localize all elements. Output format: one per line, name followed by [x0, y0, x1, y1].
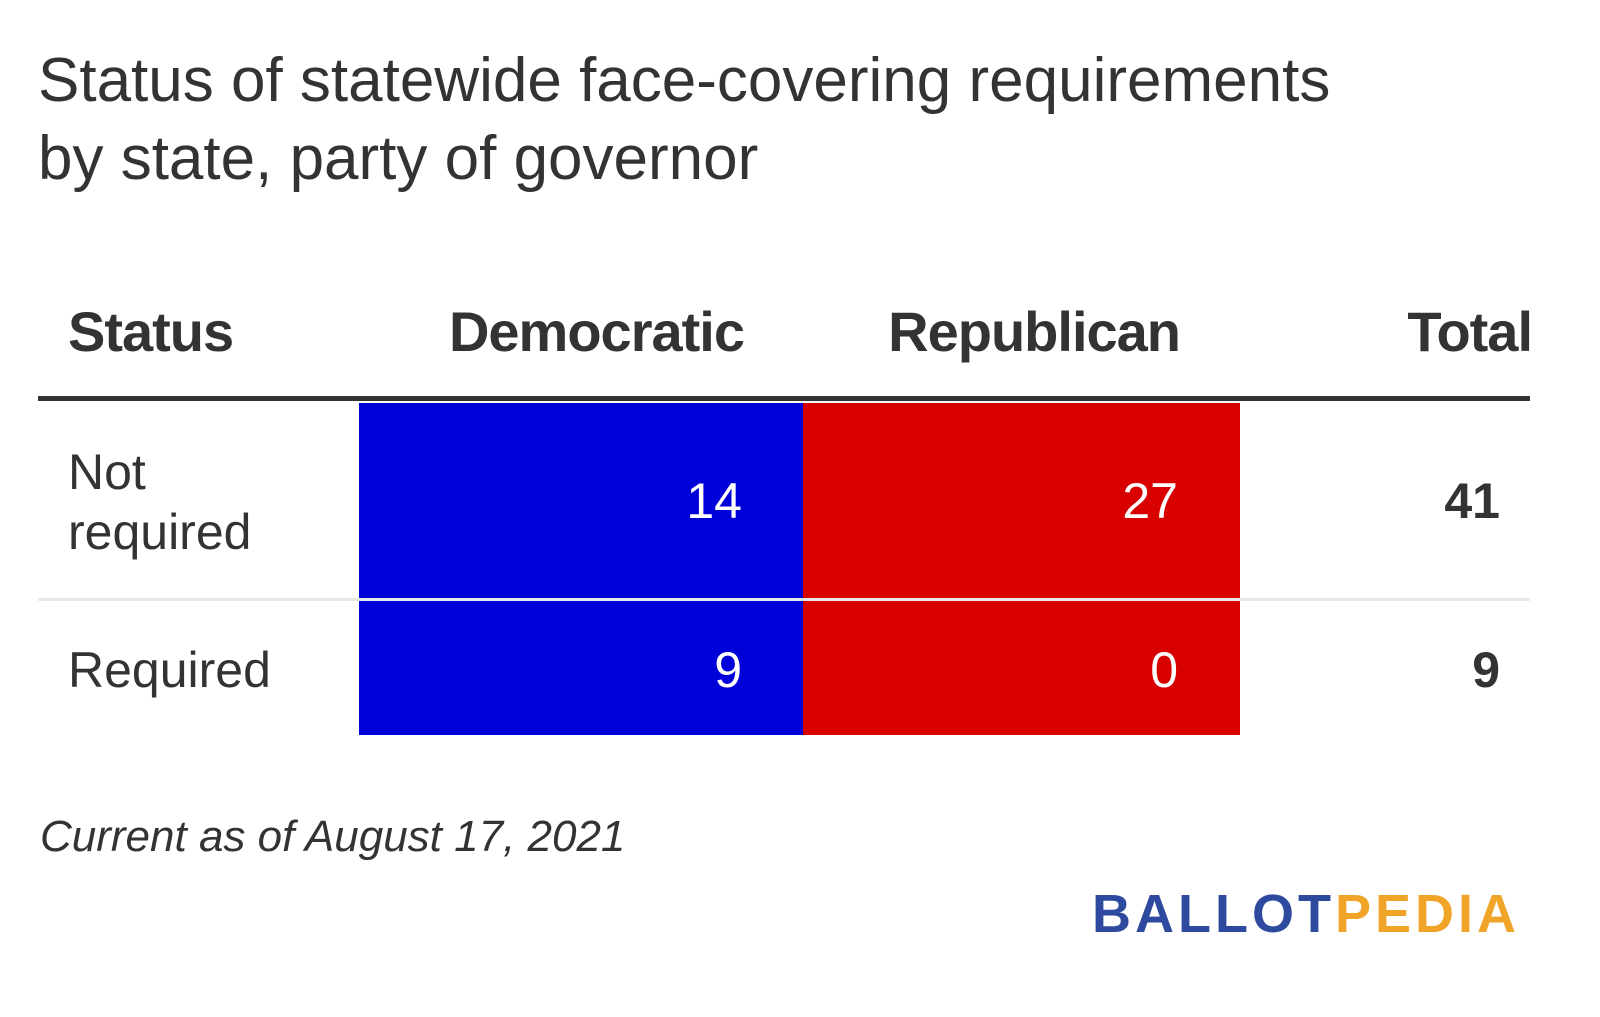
chart-title: Status of statewide face-covering requir…	[38, 42, 1538, 198]
cell-required-republican: 0	[1150, 642, 1178, 698]
ballotpedia-logo: BALLOTPEDIA	[1092, 882, 1520, 946]
cell-not-required-republican: 27	[1122, 473, 1178, 529]
chart-title-line-2: by state, party of governor	[38, 124, 759, 193]
cell-not-required-democratic: 14	[686, 473, 742, 529]
column-header-status: Status	[68, 300, 234, 363]
logo-part-pedia: PEDIA	[1334, 884, 1520, 944]
footnote: Current as of August 17, 2021	[40, 812, 626, 861]
row-divider	[38, 598, 1530, 601]
cell-not-required-total: 41	[1444, 473, 1500, 529]
cell-required-total: 9	[1472, 642, 1500, 698]
democratic-column-fill	[359, 403, 803, 735]
row-label-required: Required	[68, 642, 271, 698]
republican-column-fill	[803, 403, 1240, 735]
header-divider	[38, 396, 1530, 401]
column-header-total: Total	[1407, 300, 1533, 363]
column-header-republican: Republican	[888, 300, 1181, 363]
row-label-not-required-line-1: Not	[68, 444, 146, 500]
chart-title-line-1: Status of statewide face-covering requir…	[38, 46, 1331, 115]
column-header-democratic: Democratic	[448, 300, 745, 363]
logo-part-ballot: BALLOT	[1092, 884, 1335, 944]
cell-required-democratic: 9	[714, 642, 742, 698]
row-label-not-required-line-2: required	[68, 504, 252, 560]
row-label-not-required: Not required	[68, 442, 328, 562]
